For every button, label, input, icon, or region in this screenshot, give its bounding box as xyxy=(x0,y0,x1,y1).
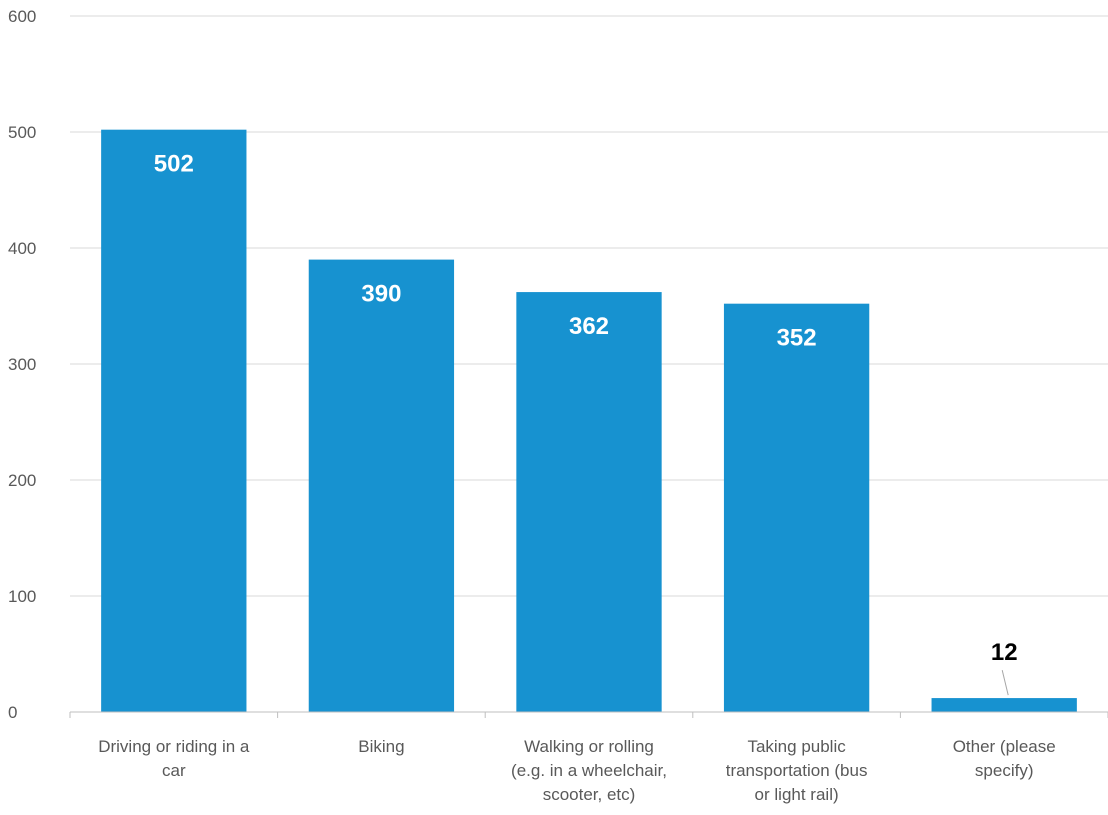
bars xyxy=(101,129,1077,712)
y-axis-ticks: 0 100 200 300 400 500 600 xyxy=(8,7,36,722)
y-tick-label: 100 xyxy=(8,587,36,606)
y-tick-label: 0 xyxy=(8,703,17,722)
x-tick-label: Biking xyxy=(358,737,404,756)
bar xyxy=(931,698,1077,712)
y-tick-label: 500 xyxy=(8,123,36,142)
data-label: 12 xyxy=(991,639,1018,666)
y-tick-label: 300 xyxy=(8,355,36,374)
data-label: 362 xyxy=(569,313,609,340)
data-label: 352 xyxy=(777,325,817,352)
bar xyxy=(723,303,870,712)
bar xyxy=(516,292,662,712)
bar xyxy=(308,259,455,712)
data-labels: 502 390 362 352 12 xyxy=(154,151,1018,696)
x-tick-label: Taking public transportation (bus or light… xyxy=(726,737,868,804)
x-axis: Driving or riding in a car Biking Walking o… xyxy=(69,711,1108,804)
data-label: 502 xyxy=(154,151,194,178)
bar xyxy=(101,129,247,712)
y-tick-label: 400 xyxy=(8,239,36,258)
data-label: 390 xyxy=(361,281,401,308)
x-tick-label: Walking or rolling (e.g. in a wheelchair,… xyxy=(511,737,667,804)
x-tick-label: Other (please specify) xyxy=(953,737,1056,780)
leader-line xyxy=(1001,669,1009,696)
y-tick-label: 600 xyxy=(8,7,36,26)
x-tick-label: Driving or riding in a car xyxy=(98,737,250,780)
y-tick-label: 200 xyxy=(8,471,36,490)
